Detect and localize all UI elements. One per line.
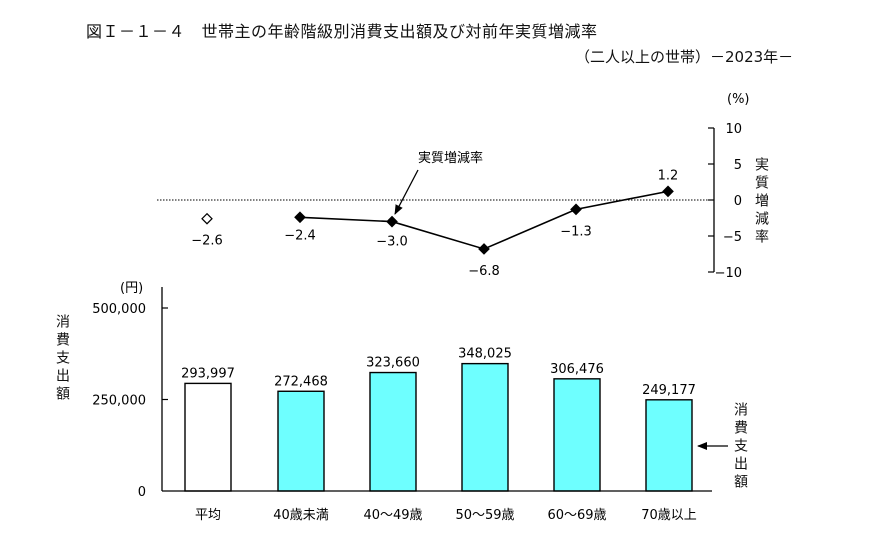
rate-value-label: −2.6: [191, 234, 223, 249]
rate-value-label: 1.2: [658, 168, 679, 183]
spending-bars: 293,997 272,468 323,660 348,025 306,476 249,1…: [181, 347, 696, 492]
spending-bar: [461, 362, 509, 492]
rate-marker: [201, 212, 213, 225]
chart-subtitle: （二人以上の世帯）－2023年－: [575, 48, 794, 66]
spending-value-label: 293,997: [181, 366, 235, 381]
spending-tick-label: 0: [138, 485, 146, 500]
category-label: 40歳未満: [273, 508, 329, 523]
category-label: 60～69歳: [547, 508, 606, 523]
spending-value-label: 323,660: [366, 356, 420, 371]
category-label: 平均: [195, 508, 221, 523]
category-label: 40～49歳: [363, 508, 422, 523]
rate-y-ticks: 10 5 0 −5 −10: [708, 122, 742, 281]
rate-value-label: −3.0: [376, 235, 408, 250]
rate-unit-label: (%): [727, 92, 750, 107]
spending-bar: [553, 378, 601, 492]
rate-marker: [662, 185, 674, 198]
rate-tick-label: −5: [723, 230, 742, 245]
spending-unit-label: (円): [120, 281, 143, 296]
rate-marker: [570, 203, 582, 216]
rate-marker: [478, 243, 490, 255]
rate-marker: [294, 211, 306, 224]
spending-bar-chart: (円) 500,000 250,000 0 293,997 272,468 323,66…: [92, 281, 728, 523]
category-label: 70歳以上: [641, 508, 697, 523]
spending-tick-label: 250,000: [92, 394, 146, 409]
rate-markers: −2.6 −2.4 −3.0 −6.8 −1.3 1.2: [191, 168, 678, 279]
rate-tick-label: 10: [725, 122, 742, 137]
spending-bar: [369, 371, 417, 492]
spending-value-label: 306,476: [550, 362, 604, 377]
category-label: 50～59歳: [455, 508, 514, 523]
spending-y-ticks: 500,000 250,000 0: [92, 302, 168, 500]
rate-value-label: −6.8: [468, 264, 500, 279]
chart-title: 図Ｉ－１－４ 世帯主の年齢階級別消費支出額及び対前年実質増減率: [86, 22, 598, 41]
spending-bar: [645, 399, 693, 492]
rate-callout-arrow: [394, 169, 419, 215]
rate-marker: [386, 215, 398, 228]
spending-bar: [277, 390, 325, 492]
rate-tick-label: 0: [734, 194, 742, 209]
rate-value-label: −2.4: [284, 228, 316, 243]
rate-line-chart: (%) 10 5 0 −5 −10 −2.6 −2.4 −3.0 −6.8 −1.3 1.2 実質…: [157, 92, 750, 281]
spending-value-label: 272,468: [274, 374, 328, 389]
rate-tick-label: 5: [734, 158, 742, 173]
spending-tick-label: 500,000: [92, 302, 146, 317]
spending-value-label: 348,025: [458, 347, 512, 362]
spending-callout-title: 消費支出額: [732, 402, 748, 492]
rate-value-label: −1.3: [560, 224, 592, 239]
spending-bar: [184, 382, 232, 492]
rate-tick-label: −10: [715, 266, 742, 281]
category-labels: 平均 40歳未満 40～49歳 50～59歳 60～69歳 70歳以上: [195, 508, 697, 523]
rate-callout-label: 実質増減率: [418, 150, 483, 166]
rate-axis-title: 実質増減率: [753, 157, 769, 247]
spending-value-label: 249,177: [642, 383, 696, 398]
spending-axis-title: 消費支出額: [54, 314, 70, 404]
